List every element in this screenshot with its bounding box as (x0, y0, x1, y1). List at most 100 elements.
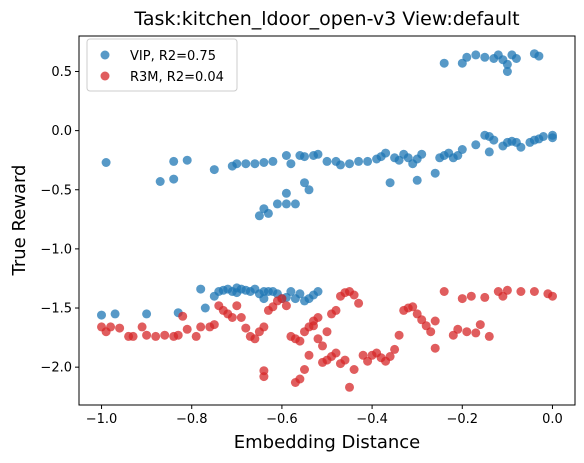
chart-title: Task:kitchen_ldoor_open-v3 View:default (133, 8, 519, 30)
scatter-point-r3m (209, 320, 219, 330)
scatter-point-r3m (475, 320, 485, 330)
scatter-point-vip (304, 185, 314, 195)
scatter-point-vip (182, 155, 192, 165)
scatter-point-vip (322, 156, 332, 166)
scatter-point-r3m (259, 322, 269, 332)
scatter-point-r3m (516, 287, 526, 296)
scatter-point-r3m (430, 343, 440, 353)
scatter-point-vip (300, 178, 309, 188)
x-tick-label: −0.6 (266, 412, 298, 427)
legend-label-r3m: R3M, R2=0.04 (130, 70, 224, 85)
scatter-point-r3m (354, 298, 364, 308)
scatter-point-r3m (430, 316, 440, 326)
scatter-point-r3m (250, 334, 260, 344)
scatter-point-r3m (290, 378, 300, 387)
scatter-point-vip (295, 289, 305, 299)
scatter-point-r3m (142, 330, 152, 340)
scatter-point-vip (97, 310, 106, 320)
scatter-point-vip (471, 140, 481, 150)
x-axis-label: Embedding Distance (234, 432, 421, 453)
x-tick-label: −1.0 (86, 412, 118, 427)
scatter-point-r3m (484, 331, 494, 341)
y-tick-label: −0.5 (40, 183, 72, 198)
scatter-point-r3m (313, 334, 323, 344)
scatter-point-vip (281, 199, 291, 209)
scatter-point-vip (110, 309, 120, 319)
scatter-point-r3m (394, 330, 404, 340)
legend: VIP, R2=0.75 R3M, R2=0.04 (86, 38, 238, 92)
scatter-point-r3m (115, 323, 125, 333)
scatter-point-r3m (453, 324, 463, 334)
x-axis: −1.0 −0.8 −0.6 −0.4 −0.2 0.0 (86, 405, 563, 427)
scatter-point-r3m (178, 311, 188, 321)
scatter-point-vip (363, 156, 373, 166)
scatter-point-vip (336, 160, 345, 170)
legend-marker-r3m (100, 71, 110, 81)
scatter-point-r3m (349, 365, 359, 374)
scatter-point-vip (254, 211, 264, 221)
scatter-point-r3m (196, 322, 206, 332)
scatter-point-vip (250, 159, 260, 169)
scatter-point-vip (502, 59, 512, 69)
scatter-point-r3m (151, 331, 161, 341)
scatter-point-vip (313, 149, 323, 159)
scatter-point-r3m (462, 327, 472, 337)
scatter-point-vip (439, 58, 449, 68)
y-tick-label: 0.0 (51, 124, 72, 139)
legend-marker-vip (100, 50, 110, 60)
scatter-point-vip (412, 175, 422, 185)
scatter-point-vip (480, 52, 490, 62)
scatter-point-r3m (232, 301, 242, 311)
scatter-point-vip (290, 199, 300, 209)
scatter-point-r3m (295, 336, 305, 346)
scatter-point-r3m (300, 365, 309, 374)
scatter-point-vip (471, 50, 481, 60)
scatter-point-vip (232, 159, 242, 169)
scatter-point-vip (548, 133, 557, 143)
scatter-point-vip (286, 287, 296, 296)
scatter-point-r3m (182, 324, 192, 334)
x-tick-label: −0.4 (356, 412, 388, 427)
scatter-point-r3m (457, 294, 467, 304)
scatter-point-vip (457, 145, 467, 154)
scatter-point-r3m (106, 322, 116, 332)
scatter-point-vip (489, 135, 499, 145)
y-axis: 0.5 0.0 −0.5 −1.0 −1.5 −2.0 (40, 65, 79, 376)
scatter-point-r3m (191, 331, 201, 341)
scatter-point-vip (300, 152, 309, 162)
scatter-point-vip (209, 165, 219, 175)
scatter-point-r3m (480, 292, 490, 302)
scatter-point-r3m (277, 294, 287, 304)
scatter-point-r3m (548, 291, 557, 301)
scatter-point-vip (155, 177, 165, 186)
scatter-point-r3m (137, 322, 147, 332)
legend-box (86, 38, 238, 92)
scatter-point-vip (200, 303, 210, 313)
scatter-point-r3m (426, 327, 436, 337)
scatter-point-r3m (241, 323, 251, 333)
scatter-point-vip (534, 51, 544, 61)
scatter-point-r3m (322, 327, 332, 337)
scatter-point-vip (313, 287, 323, 296)
plot-frame (78, 35, 576, 406)
scatter-point-r3m (128, 331, 138, 341)
scatter-point-vip (511, 54, 521, 63)
scatter-point-vip (281, 151, 291, 160)
scatter-point-r3m (259, 372, 269, 382)
scatter-point-r3m (173, 330, 183, 340)
y-tick-label: −1.0 (40, 242, 72, 257)
scatter-point-vip (272, 199, 282, 209)
scatter-point-r3m (227, 313, 237, 322)
scatter-point-r3m (345, 382, 354, 392)
scatter-point-r3m (502, 285, 512, 295)
y-axis-label: True Reward (9, 165, 30, 277)
y-tick-label: −2.0 (40, 361, 72, 376)
scatter-point-vip (354, 156, 364, 166)
scatter-point-vip (484, 147, 494, 157)
scatter-point-vip (430, 168, 440, 178)
scatter-point-r3m (318, 341, 327, 351)
x-tick-label: −0.2 (446, 412, 478, 427)
scatter-point-vip (263, 208, 273, 218)
scatter-point-r3m (385, 352, 395, 361)
